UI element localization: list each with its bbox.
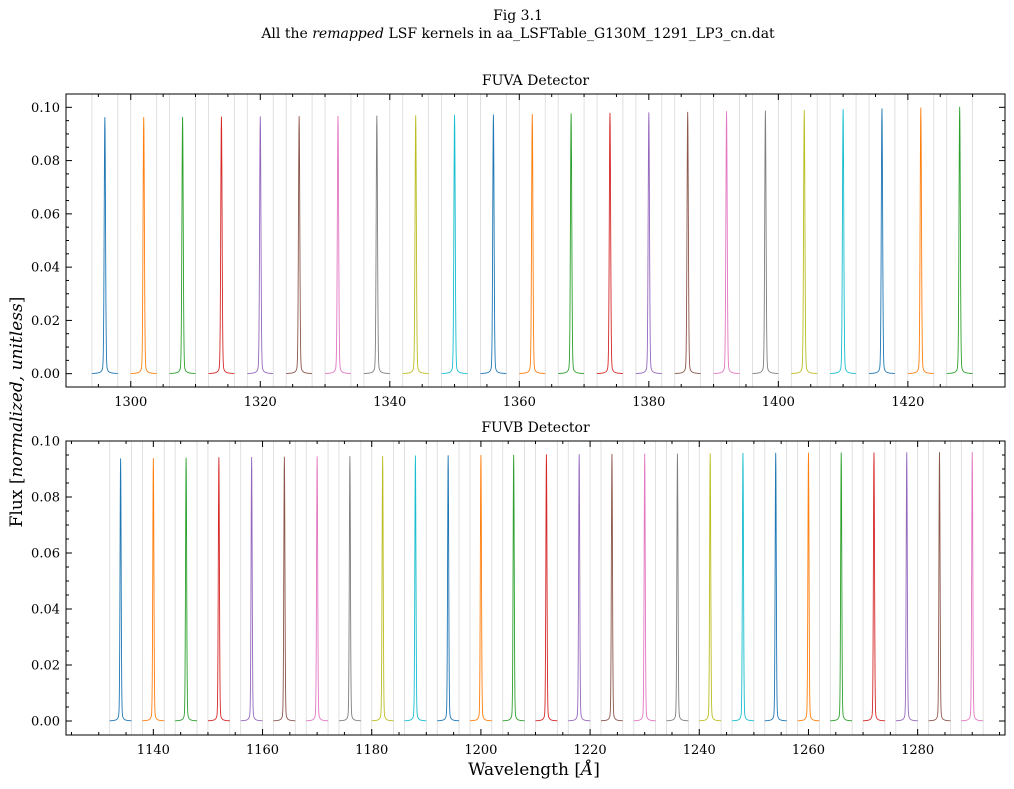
kernel-line xyxy=(895,452,918,722)
kernel-line xyxy=(797,452,820,722)
kernel-line xyxy=(764,452,787,722)
kernel-line xyxy=(752,110,779,374)
x-axis-label-emphasis: Å xyxy=(579,759,593,780)
y-tick-label: 0.00 xyxy=(31,715,60,730)
figure-title-line2: All the remapped LSF kernels in aa_LSFTa… xyxy=(260,26,775,42)
x-axis-label: Wavelength [Å] xyxy=(468,759,600,780)
kernel-line xyxy=(830,109,857,374)
kernel-line xyxy=(519,113,546,374)
kernel-line xyxy=(633,453,656,722)
x-tick-label: 1420 xyxy=(891,395,924,410)
x-tick-label: 1340 xyxy=(373,395,406,410)
y-tick-label: 0.10 xyxy=(31,435,60,450)
kernel-line xyxy=(568,454,591,722)
y-axis-label-pre: Flux [ xyxy=(7,478,27,528)
x-tick-label: 1180 xyxy=(355,743,388,758)
kernel-line xyxy=(306,456,329,722)
kernel-line xyxy=(558,113,585,374)
y-axis-label-emphasis: normalized, unitless xyxy=(7,303,27,478)
x-tick-label: 1280 xyxy=(901,743,934,758)
kernel-line xyxy=(247,116,274,374)
x-axis-label-post: ] xyxy=(593,760,600,780)
kernel-line xyxy=(240,456,263,722)
panel-title: FUVB Detector xyxy=(481,420,590,436)
kernel-line xyxy=(208,116,235,374)
x-tick-label: 1220 xyxy=(574,743,607,758)
kernel-line xyxy=(600,453,623,722)
x-axis-label-pre: Wavelength [ xyxy=(468,760,581,780)
kernel-line xyxy=(535,454,558,722)
kernel-line xyxy=(441,114,468,374)
kernel-line xyxy=(437,455,460,722)
x-tick-label: 1200 xyxy=(464,743,497,758)
kernel-line xyxy=(946,106,973,374)
x-tick-label: 1160 xyxy=(246,743,279,758)
kernel-line xyxy=(338,456,361,722)
kernel-line xyxy=(502,454,525,722)
panel-title: FUVA Detector xyxy=(482,73,590,89)
kernel-line xyxy=(142,458,165,722)
y-axis-label: Flux [normalized, unitless] xyxy=(7,297,27,528)
y-tick-label: 0.02 xyxy=(31,659,60,674)
y-tick-label: 0.06 xyxy=(31,547,60,562)
x-tick-label: 1260 xyxy=(792,743,825,758)
kernel-line xyxy=(597,112,623,374)
kernel-line xyxy=(175,457,198,722)
kernel-line xyxy=(480,114,507,374)
kernel-line xyxy=(713,111,740,374)
kernel-line xyxy=(130,117,157,374)
x-tick-label: 1320 xyxy=(244,395,277,410)
kernel-line xyxy=(402,115,429,374)
y-tick-label: 0.06 xyxy=(31,207,60,222)
figure-title-line1: Fig 3.1 xyxy=(493,8,543,24)
kernel-line xyxy=(371,455,394,722)
kernel-line xyxy=(928,452,951,722)
figure-title-emphasis: remapped xyxy=(312,26,384,42)
kernel-line xyxy=(363,115,390,374)
x-tick-label: 1400 xyxy=(762,395,795,410)
kernel-line xyxy=(830,452,853,722)
figure-title-post: LSF kernels in aa_LSFTable_G130M_1291_LP… xyxy=(384,26,775,42)
y-tick-label: 0.04 xyxy=(31,603,60,618)
kernel-line xyxy=(169,116,196,374)
kernel-line xyxy=(732,453,754,722)
kernel-line xyxy=(791,109,818,374)
x-tick-label: 1360 xyxy=(503,395,536,410)
kernel-line xyxy=(868,108,895,374)
kernel-line xyxy=(91,117,118,374)
y-tick-label: 0.04 xyxy=(31,261,60,276)
kernel-line xyxy=(273,456,296,722)
x-tick-label: 1300 xyxy=(114,395,147,410)
y-tick-label: 0.08 xyxy=(31,154,60,169)
x-tick-label: 1140 xyxy=(137,743,170,758)
fuva-panel: 1300 1320 1340 1360 1380 1400 1420 0.00 0.02 0.04… xyxy=(31,73,1006,410)
kernel-line xyxy=(666,453,689,722)
y-tick-label: 0.02 xyxy=(31,314,60,329)
kernel-line xyxy=(674,111,701,374)
kernel-line xyxy=(635,112,662,374)
figure-title-pre: All the xyxy=(260,26,312,42)
y-tick-label: 0.08 xyxy=(31,491,60,506)
kernel-line xyxy=(109,458,132,722)
kernel-line xyxy=(325,115,351,374)
kernel-line xyxy=(207,457,230,722)
axes-frame xyxy=(65,93,1006,388)
kernel-line xyxy=(469,454,492,722)
fuvb-panel: 1140 1160 1180 1200 1220 1240 1260 1280 0.00 0.02… xyxy=(31,420,1006,758)
y-tick-label: 0.00 xyxy=(31,367,60,382)
kernel-line xyxy=(404,455,427,722)
kernel-line xyxy=(961,451,984,722)
kernel-line xyxy=(286,116,313,374)
kernel-line xyxy=(907,107,934,374)
y-tick-label: 0.10 xyxy=(31,101,60,116)
y-axis-label-post: ] xyxy=(7,297,27,304)
kernel-line xyxy=(863,452,885,722)
kernel-line xyxy=(699,453,722,722)
x-tick-label: 1380 xyxy=(632,395,665,410)
x-tick-label: 1240 xyxy=(683,743,716,758)
